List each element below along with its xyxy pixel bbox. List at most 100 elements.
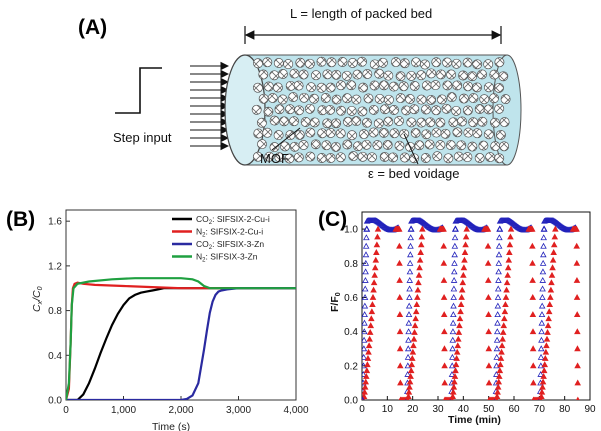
mof-pellet [346,80,357,91]
mof-pellet [483,104,494,115]
panel-a: (A) L = length of packed bed Step input … [78,6,522,181]
x-tick-label: 40 [458,404,470,415]
red-marker [373,241,381,248]
red-marker [369,293,377,300]
mof-pellet [294,105,305,116]
red-marker [370,279,378,286]
mof-pellet [499,117,510,128]
mof-pellet [341,70,352,81]
blue-marker [495,251,503,258]
red-marker [363,372,370,379]
red-marker [460,271,467,278]
blue-marker [450,285,458,292]
blue-marker [362,362,367,369]
mof-pellet [299,92,310,103]
red-marker [547,293,554,300]
panel-c-plot-frame [361,211,591,401]
mof-pellet [498,71,509,82]
red-marker [499,328,507,335]
blue-marker [404,353,412,360]
mof-pellet [361,139,372,150]
red-marker [371,264,379,271]
red-marker [574,362,581,369]
mof-pellet [347,130,357,141]
red-marker [549,264,556,271]
red-marker [413,301,421,308]
blue-marker [451,251,458,258]
blue-marker [450,268,458,275]
red-marker [529,362,537,369]
red-marker [455,335,462,342]
blue-marker [539,259,547,266]
mof-pellet [320,93,331,103]
blue-marker [362,268,369,275]
mof-pellet [357,106,368,117]
mof-pellet [489,93,499,104]
mof-pellet [263,106,274,117]
mof-pellet [331,94,342,105]
blue-marker [362,336,368,343]
blue-marker [494,328,501,335]
red-marker [405,388,413,395]
mof-pellet [253,58,263,69]
mof-pellet [258,69,269,80]
red-marker [542,348,550,355]
blue-marker [362,328,368,335]
panel-b-xlabel: Time (s) [152,421,190,431]
blue-marker [407,234,414,241]
mof-pellet [490,117,500,128]
red-marker [462,241,469,248]
mof-pellet [335,128,346,139]
red-marker [417,249,424,255]
x-tick-label: 0 [63,405,69,416]
mof-pellet [430,80,441,91]
mof-pellet [326,57,337,68]
mof-pellet [478,140,489,151]
mof-pellet [368,104,379,115]
mof-pellet [331,69,342,80]
mof-pellet [456,140,467,151]
mof-pellet [279,116,290,127]
red-marker [495,378,503,385]
mof-pellet [416,94,427,105]
red-marker [573,276,581,283]
red-marker [542,355,549,361]
mof-pellet [363,93,374,104]
mof-pellet [337,57,348,67]
red-marker [415,271,423,278]
mof-pellet [406,117,417,128]
red-marker [395,225,403,232]
red-marker [461,256,468,263]
red-marker [573,242,580,249]
y-tick-label: 0.4 [48,351,62,362]
red-marker [410,335,418,342]
mof-pellet [451,105,462,116]
red-marker [415,279,422,286]
mof-pellet [251,104,262,115]
blue-marker [363,225,371,232]
mof-pellet [477,69,487,80]
y-tick-label: 0.4 [344,327,358,338]
mof-pellet [398,81,409,92]
y-tick-label: 0.0 [344,396,358,407]
blue-marker [362,285,369,292]
mof-pellet [472,128,483,139]
mof-pellet [499,141,510,152]
red-marker [457,301,465,308]
mof-pellet [453,151,464,162]
red-marker [409,355,416,361]
mof-pellet [298,69,309,80]
mof-pellet [330,141,341,152]
red-marker [497,361,504,368]
x-tick-label: 4,000 [283,405,308,416]
mof-pellet [263,81,274,92]
mof-pellet [283,59,294,70]
red-marker [441,379,448,386]
mof-pellet [457,116,467,127]
red-marker [506,249,513,255]
red-marker [417,241,425,248]
panel-b-series [66,277,296,400]
length-label: L = length of packed bed [290,6,432,21]
red-marker [365,348,372,355]
red-marker [416,256,424,263]
